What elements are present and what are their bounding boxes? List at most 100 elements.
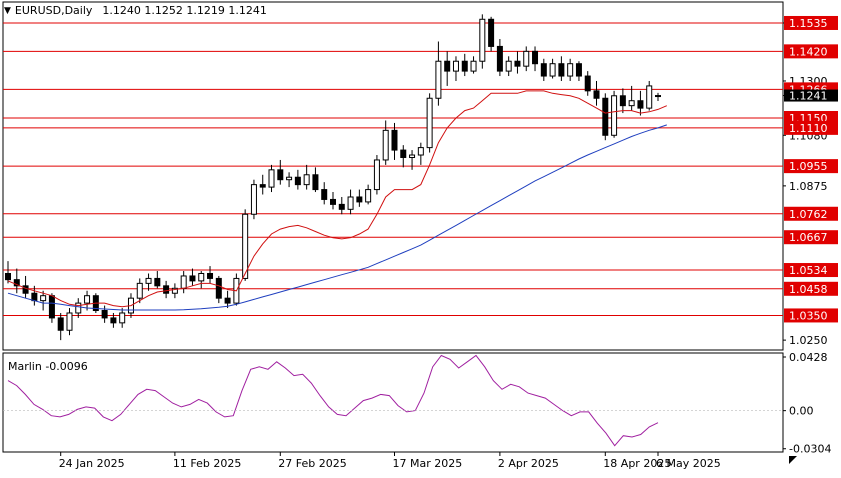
current-price-tag: [784, 89, 838, 102]
candle-body: [5, 272, 11, 281]
level-label: 1.0955: [789, 160, 828, 173]
level-label-box: [784, 281, 838, 296]
candle-body: [470, 60, 477, 72]
candle-body: [286, 176, 293, 181]
candle-body: [593, 90, 600, 99]
down-triangle-icon[interactable]: ▼: [4, 5, 11, 16]
oscillator-axis-label: 0.00: [789, 405, 814, 418]
candle-body: [321, 189, 328, 200]
candle-body: [373, 159, 380, 191]
level-label-box: [784, 263, 838, 278]
candle-body: [277, 169, 284, 181]
candle-body: [496, 45, 503, 72]
candle-body: [259, 184, 266, 188]
date-axis-label: 6 May 2025: [656, 457, 721, 470]
candle-body: [505, 60, 512, 72]
candle-body: [163, 285, 170, 294]
candle-body: [540, 63, 547, 77]
candle-body: [426, 97, 433, 149]
candle-body: [154, 277, 161, 287]
candle-body: [628, 100, 635, 107]
date-axis-label: 18 Apr 2025: [603, 457, 671, 470]
level-label-box: [784, 308, 838, 323]
candle-body: [417, 147, 424, 156]
date-axis-label: 11 Feb 2025: [173, 457, 241, 470]
price-axis-label: 1.0250: [789, 334, 828, 347]
candle-body: [409, 154, 416, 158]
candle-body: [558, 63, 565, 77]
candle-body: [602, 97, 609, 136]
candle-body: [338, 203, 345, 210]
candle-body: [461, 60, 468, 72]
level-label-box: [784, 206, 838, 221]
candle-body: [268, 169, 275, 188]
chart-title-bar: ▼ EURUSD,Daily 1.1240 1.1252 1.1219 1.12…: [4, 4, 267, 17]
oscillator-axis-label: 0.0428: [789, 351, 828, 364]
candle-body: [13, 279, 20, 287]
candle-body: [575, 63, 582, 77]
candle-body: [145, 277, 152, 284]
level-label: 1.1420: [789, 45, 828, 58]
candle-body: [365, 189, 372, 203]
candle-body: [48, 295, 55, 319]
level-label-box: [784, 230, 838, 245]
candle-body: [189, 275, 196, 282]
level-label: 1.0762: [789, 208, 828, 221]
candle-body: [549, 63, 556, 77]
candle-body: [119, 312, 126, 324]
candle-body: [391, 129, 398, 151]
candle-body: [215, 277, 222, 299]
candle-body: [312, 174, 319, 191]
candle-body: [382, 129, 389, 161]
level-label-box: [784, 44, 838, 59]
candle-body: [224, 297, 231, 304]
level-label-box: [784, 15, 838, 30]
candle-body: [136, 282, 143, 299]
candle-body: [532, 50, 539, 65]
candle-body: [479, 18, 486, 62]
candle-body: [347, 196, 354, 210]
ohlc-readout: 1.1240 1.1252 1.1219 1.1241: [102, 4, 267, 17]
candle-body: [435, 60, 442, 99]
candle-body: [180, 275, 187, 289]
oscillator-panel-frame: [2, 352, 784, 453]
candle-body: [110, 317, 117, 324]
candle-body: [444, 60, 451, 72]
candle-body: [242, 213, 249, 279]
date-axis-label: 27 Feb 2025: [278, 457, 346, 470]
candle-body: [488, 18, 495, 47]
candle-body: [514, 60, 521, 67]
current-price-label: 1.1241: [789, 90, 828, 103]
oscillator-label: Marlin -0.0096: [8, 360, 88, 373]
candle-body: [31, 292, 38, 302]
oscillator-axis-label: -0.0304: [789, 443, 831, 456]
moving-average-line: [7, 124, 667, 311]
candle-body: [356, 196, 363, 203]
candle-body: [655, 95, 661, 98]
candle-body: [250, 184, 257, 215]
candle-body: [198, 272, 205, 282]
candle-body: [57, 317, 64, 331]
symbol-timeframe: EURUSD,Daily: [14, 4, 93, 17]
main-panel-frame: [2, 1, 784, 351]
candle-body: [303, 174, 310, 186]
level-label-box: [784, 120, 838, 135]
corner-triangle-icon: [789, 456, 797, 464]
candle-body: [611, 95, 618, 136]
candle-body: [40, 295, 47, 302]
candle-body: [523, 50, 530, 67]
candle-body: [619, 95, 626, 107]
candle-body: [452, 60, 459, 72]
candle-body: [294, 176, 301, 186]
level-label-box: [784, 159, 838, 174]
candle-body: [330, 198, 336, 205]
candle-body: [637, 100, 644, 109]
candle-body: [400, 149, 407, 158]
date-axis-label: 17 Mar 2025: [392, 457, 462, 470]
price-axis-label: 1.0875: [789, 180, 828, 193]
candle-body: [22, 285, 29, 294]
candle-body: [171, 287, 178, 294]
level-label: 1.0667: [789, 231, 828, 244]
